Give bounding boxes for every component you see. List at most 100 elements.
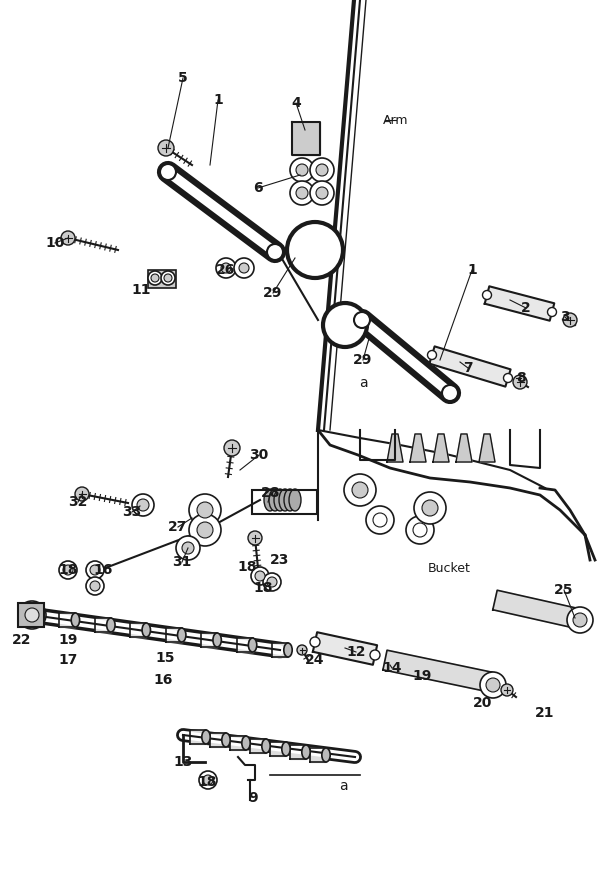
Text: 10: 10 — [45, 236, 65, 250]
Circle shape — [61, 231, 75, 245]
Circle shape — [413, 523, 427, 537]
Polygon shape — [60, 613, 76, 627]
Text: 15: 15 — [155, 651, 175, 665]
Polygon shape — [387, 434, 403, 462]
Circle shape — [189, 514, 221, 546]
Ellipse shape — [262, 739, 270, 753]
Polygon shape — [310, 748, 326, 762]
Text: 1: 1 — [467, 263, 477, 277]
Text: 17: 17 — [58, 653, 78, 667]
Ellipse shape — [279, 489, 291, 511]
Circle shape — [352, 482, 368, 498]
Ellipse shape — [289, 489, 301, 511]
Polygon shape — [485, 286, 554, 321]
Circle shape — [373, 513, 387, 527]
Circle shape — [221, 263, 231, 273]
Circle shape — [160, 164, 176, 180]
Circle shape — [296, 164, 308, 176]
Polygon shape — [250, 739, 266, 753]
Polygon shape — [236, 638, 253, 652]
Circle shape — [75, 487, 89, 501]
Text: 27: 27 — [168, 520, 188, 534]
Text: 26: 26 — [216, 263, 236, 277]
Ellipse shape — [282, 742, 290, 756]
Circle shape — [234, 258, 254, 278]
Bar — [148, 270, 176, 288]
Circle shape — [137, 499, 149, 511]
Circle shape — [203, 775, 213, 785]
Ellipse shape — [71, 613, 80, 627]
Circle shape — [86, 577, 104, 595]
Ellipse shape — [269, 489, 281, 511]
Polygon shape — [433, 434, 449, 462]
Circle shape — [197, 522, 213, 538]
Circle shape — [287, 222, 343, 278]
Ellipse shape — [248, 638, 257, 652]
Text: 2: 2 — [521, 301, 531, 315]
Text: 9: 9 — [248, 791, 258, 805]
Text: 4: 4 — [291, 96, 301, 110]
Polygon shape — [190, 730, 206, 744]
Circle shape — [310, 637, 320, 647]
Circle shape — [161, 271, 175, 285]
Polygon shape — [479, 434, 495, 462]
Text: 32: 32 — [68, 495, 88, 509]
Circle shape — [148, 271, 162, 285]
Text: 21: 21 — [535, 706, 555, 720]
Text: 18: 18 — [253, 581, 273, 595]
Text: 20: 20 — [473, 696, 493, 710]
Ellipse shape — [322, 748, 330, 762]
Ellipse shape — [569, 608, 581, 628]
Circle shape — [182, 542, 194, 554]
Circle shape — [563, 313, 577, 327]
Circle shape — [482, 291, 491, 299]
Circle shape — [316, 187, 328, 199]
Circle shape — [442, 385, 458, 401]
Circle shape — [344, 474, 376, 506]
Circle shape — [197, 502, 213, 518]
Circle shape — [59, 561, 77, 579]
Polygon shape — [230, 736, 246, 750]
Ellipse shape — [202, 730, 210, 744]
Circle shape — [199, 771, 217, 789]
Circle shape — [86, 561, 104, 579]
Text: 6: 6 — [253, 181, 263, 195]
Circle shape — [486, 678, 500, 692]
Circle shape — [501, 684, 513, 696]
Ellipse shape — [142, 623, 150, 637]
Circle shape — [189, 494, 221, 526]
Text: 12: 12 — [347, 645, 366, 659]
Text: 22: 22 — [12, 633, 32, 647]
Polygon shape — [95, 618, 111, 632]
Circle shape — [267, 577, 277, 587]
Text: 24: 24 — [305, 653, 325, 667]
Text: 31: 31 — [172, 555, 192, 569]
Circle shape — [63, 565, 73, 575]
Text: 19: 19 — [58, 633, 78, 647]
Circle shape — [310, 158, 334, 182]
Text: 30: 30 — [249, 448, 269, 462]
Circle shape — [263, 573, 281, 591]
Polygon shape — [290, 745, 306, 759]
Circle shape — [18, 601, 46, 629]
Circle shape — [25, 608, 39, 622]
Circle shape — [422, 500, 438, 516]
Circle shape — [248, 531, 262, 545]
Circle shape — [239, 263, 249, 273]
Bar — [18, 603, 44, 627]
Circle shape — [323, 303, 367, 347]
Text: 29: 29 — [263, 286, 283, 300]
Circle shape — [567, 607, 593, 633]
Polygon shape — [210, 733, 226, 747]
Ellipse shape — [213, 633, 221, 647]
Text: 23: 23 — [270, 553, 290, 567]
Polygon shape — [166, 628, 181, 642]
Ellipse shape — [284, 489, 296, 511]
Circle shape — [428, 351, 437, 360]
Text: 25: 25 — [554, 583, 574, 597]
Ellipse shape — [107, 618, 115, 632]
Text: 16: 16 — [93, 563, 113, 577]
Polygon shape — [270, 742, 286, 756]
Text: 5: 5 — [178, 71, 188, 85]
Circle shape — [354, 312, 370, 328]
